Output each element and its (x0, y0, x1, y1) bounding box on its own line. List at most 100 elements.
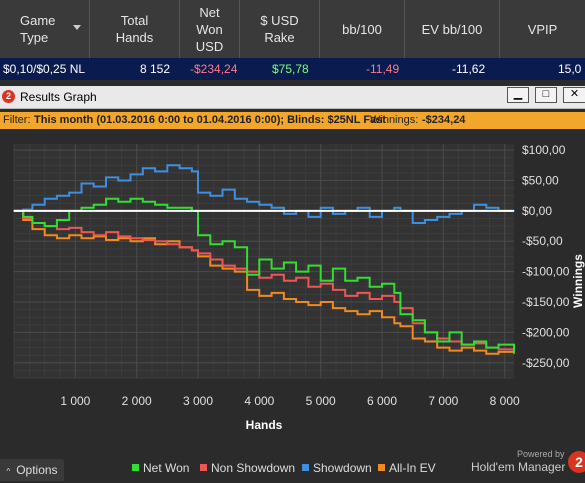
options-button[interactable]: ^ Options (0, 459, 64, 481)
data-point-showdown (56, 194, 58, 197)
column-header-ev-bb100[interactable]: EV bb/100 (405, 0, 500, 58)
data-point-non-showdown (142, 239, 144, 241)
data-point-all-in-ev (154, 243, 156, 246)
x-axis-title: Hands (246, 418, 283, 432)
data-point-non-showdown (197, 252, 199, 255)
y-tick-label: $0,00 (522, 204, 552, 218)
cell-bb100: -11,49 (366, 62, 400, 76)
data-point-showdown (191, 170, 193, 173)
data-point-all-in-ev (344, 310, 347, 312)
data-point-net-won (399, 313, 402, 315)
data-point-all-in-ev (197, 255, 199, 258)
sort-arrow-icon[interactable] (73, 25, 81, 30)
column-header-net-won[interactable]: Net Won USD (180, 0, 240, 58)
data-point-net-won (246, 273, 248, 276)
data-point-showdown (142, 167, 144, 170)
legend-swatch-all-in-ev (378, 464, 385, 471)
data-point-non-showdown (80, 231, 83, 233)
data-point-showdown (178, 167, 181, 170)
data-point-all-in-ev (221, 267, 224, 270)
data-point-non-showdown (497, 348, 500, 351)
data-point-net-won (129, 197, 132, 200)
data-point-net-won (332, 267, 334, 270)
data-point-all-in-ev (129, 240, 132, 243)
data-point-net-won (513, 352, 515, 354)
data-point-all-in-ev (307, 304, 310, 306)
data-point-showdown (307, 216, 310, 218)
data-point-net-won (485, 346, 488, 349)
data-point-non-showdown (105, 231, 107, 233)
close-button[interactable]: ✕ (563, 87, 585, 103)
data-point-showdown (105, 176, 107, 179)
data-point-net-won (80, 207, 83, 209)
hm2-logo-icon: 2 (568, 451, 585, 473)
data-point-all-in-ev (22, 219, 25, 221)
window-title: Results Graph (20, 90, 97, 104)
column-header-vpip[interactable]: VPIP (500, 0, 585, 58)
column-header-total-hands[interactable]: Total Hands (90, 0, 180, 58)
data-point-net-won (436, 340, 439, 343)
data-point-net-won (497, 343, 500, 346)
column-header-rake-label: $ USD Rake (260, 13, 299, 45)
data-point-all-in-ev (436, 346, 439, 349)
y-tick-label: -$50,00 (522, 234, 563, 248)
data-point-showdown (234, 197, 236, 200)
data-point-non-showdown (307, 286, 310, 288)
y-tick-label: -$100,00 (522, 265, 570, 279)
legend-swatch-net-won (132, 464, 139, 471)
x-tick-label: 3 000 (183, 394, 213, 408)
powered-by-text: Powered by (517, 449, 565, 459)
filter-winnings-label: Winnings: (370, 114, 419, 126)
cell-ev-bb100: -11,62 (452, 62, 486, 76)
data-point-non-showdown (166, 243, 169, 246)
data-point-showdown (31, 203, 34, 206)
data-point-net-won (209, 243, 212, 246)
maximize-button[interactable]: □ (535, 87, 557, 103)
data-point-non-showdown (356, 292, 359, 294)
data-point-non-showdown (56, 228, 58, 230)
data-point-showdown (448, 213, 451, 215)
data-point-showdown (393, 207, 396, 209)
data-point-all-in-ev (209, 264, 212, 267)
data-point-net-won (166, 207, 169, 209)
data-point-all-in-ev (56, 237, 58, 240)
data-point-all-in-ev (270, 292, 273, 294)
column-header-bb100-label: bb/100 (342, 21, 382, 37)
y-tick-label: -$200,00 (522, 325, 570, 339)
legend-label: Showdown (313, 461, 372, 475)
data-point-all-in-ev (117, 237, 120, 240)
data-point-showdown (197, 191, 199, 194)
data-point-net-won (473, 340, 475, 343)
filter-bar[interactable]: Filter: This month (01.03.2016 0:00 to 0… (0, 112, 585, 129)
column-header-vpip-label: VPIP (527, 21, 558, 37)
chevron-up-icon: ^ (6, 467, 11, 476)
brand-name: Hold'em Manager (471, 460, 566, 474)
column-header-bb100[interactable]: bb/100 (320, 0, 405, 58)
data-point-showdown (283, 213, 285, 215)
data-point-net-won (393, 292, 396, 294)
column-header-game-type-label: Game Type (20, 13, 56, 45)
legend-label: Net Won (143, 461, 190, 475)
data-point-net-won (319, 279, 322, 282)
data-point-showdown (117, 179, 120, 182)
data-point-all-in-ev (460, 346, 463, 349)
column-header-game-type[interactable]: Game Type (0, 0, 90, 58)
data-point-all-in-ev (497, 351, 500, 353)
minimize-button[interactable]: ▁ (507, 87, 529, 103)
y-tick-label: $100,00 (522, 143, 566, 157)
column-header-rake[interactable]: $ USD Rake (240, 0, 320, 58)
table-row[interactable]: $0,10/$0,25 NL 8 152 -$234,24 $75,78 -11… (0, 58, 585, 80)
cell-vpip: 15,0 (558, 62, 582, 76)
data-point-all-in-ev (424, 340, 426, 343)
data-point-all-in-ev (43, 234, 46, 236)
data-point-net-won (381, 282, 383, 285)
data-point-showdown (485, 207, 488, 209)
legend-item-net-won: Net Won (132, 461, 189, 475)
x-tick-label: 4 000 (244, 394, 274, 408)
column-header-total-hands-label: Total Hands (115, 13, 154, 45)
data-point-showdown (356, 207, 359, 209)
data-point-showdown (258, 203, 261, 206)
x-tick-label: 1 000 (60, 394, 90, 408)
data-point-showdown (368, 216, 371, 218)
x-tick-label: 6 000 (367, 394, 397, 408)
